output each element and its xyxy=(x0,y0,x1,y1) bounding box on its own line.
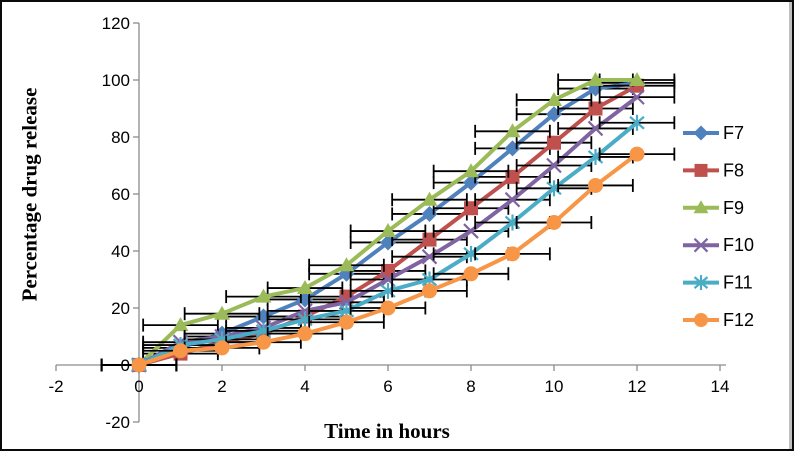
x-tick-label: 12 xyxy=(628,377,647,396)
x-tick-label: 10 xyxy=(545,377,564,396)
marker-triangle xyxy=(693,200,709,214)
marker-circle xyxy=(131,357,147,373)
marker-circle xyxy=(505,246,520,262)
marker-triangle xyxy=(546,91,562,106)
legend-label-F9: F9 xyxy=(723,198,744,218)
y-tick-label: 20 xyxy=(111,299,130,318)
legend-label-F11: F11 xyxy=(723,273,753,293)
marker-circle xyxy=(380,300,396,316)
legend-item-F10: F10 xyxy=(683,235,754,255)
x-tick-label: 0 xyxy=(134,377,143,396)
x-tick-label: -2 xyxy=(48,377,63,396)
legend-label-F8: F8 xyxy=(723,160,744,180)
marker-triangle xyxy=(297,280,313,295)
marker-triangle xyxy=(504,123,521,138)
x-tick-label: 14 xyxy=(711,377,730,396)
marker-circle xyxy=(214,340,230,356)
y-tick-label: -20 xyxy=(105,413,130,432)
marker-triangle xyxy=(587,72,604,86)
x-tick-label: 2 xyxy=(217,377,226,396)
marker-triangle xyxy=(463,163,479,178)
marker-circle xyxy=(256,334,271,350)
marker-circle xyxy=(339,314,354,330)
y-tick-label: 40 xyxy=(111,242,130,261)
marker-triangle xyxy=(255,288,272,303)
legend-item-F12: F12 xyxy=(683,310,754,330)
marker-diamond xyxy=(693,125,709,141)
marker-circle xyxy=(694,313,708,327)
marker-asterisk xyxy=(693,275,709,291)
legend-label-F10: F10 xyxy=(723,235,754,255)
marker-triangle xyxy=(338,257,355,272)
marker-circle xyxy=(629,146,645,162)
marker-triangle xyxy=(172,317,189,332)
marker-triangle xyxy=(214,305,230,320)
legend-item-F9: F9 xyxy=(683,198,744,218)
marker-triangle xyxy=(380,223,396,238)
legend: F7 F8 F9 F10 F11 F12 xyxy=(683,123,754,330)
legend-item-F7: F7 xyxy=(683,123,744,143)
marker-circle xyxy=(463,266,479,282)
legend-item-F8: F8 xyxy=(683,160,744,180)
marker-triangle xyxy=(421,191,438,206)
marker-triangle xyxy=(629,72,645,86)
series-F12 xyxy=(100,146,676,373)
y-axis-title: Percentage drug release xyxy=(17,87,42,302)
legend-item-F11: F11 xyxy=(683,273,753,293)
legend-label-F7: F7 xyxy=(723,123,744,143)
marker-circle xyxy=(422,283,437,299)
marker-circle xyxy=(297,326,313,342)
y-tick-label: 60 xyxy=(111,185,130,204)
marker-circle xyxy=(173,343,188,359)
x-tick-label: 4 xyxy=(300,377,309,396)
marker-x xyxy=(693,237,709,253)
x-tick-label: 8 xyxy=(466,377,475,396)
marker-square xyxy=(547,135,561,150)
marker-x xyxy=(629,89,645,105)
marker-circle xyxy=(546,215,562,230)
y-tick-label: 120 xyxy=(102,14,130,33)
y-tick-label: 100 xyxy=(102,71,130,90)
legend-label-F12: F12 xyxy=(723,310,754,330)
x-tick-label: 6 xyxy=(383,377,392,396)
marker-square xyxy=(694,163,708,177)
marker-x xyxy=(504,191,521,208)
error-bars-F12 xyxy=(100,147,676,372)
marker-asterisk xyxy=(629,114,645,131)
marker-circle xyxy=(588,177,603,193)
y-tick-label: 80 xyxy=(111,128,130,147)
x-axis-title: Time in hours xyxy=(324,419,450,443)
